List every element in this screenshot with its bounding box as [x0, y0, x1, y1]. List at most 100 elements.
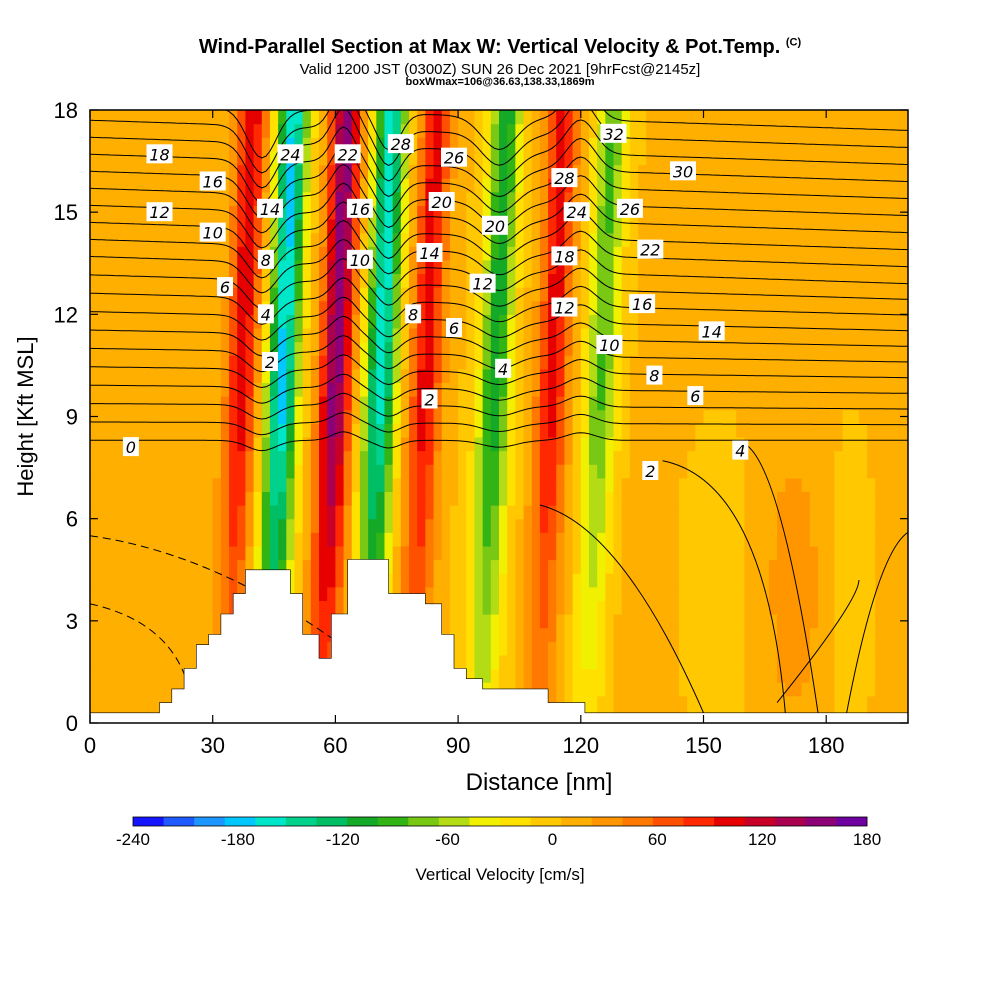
velocity-cell [490, 614, 500, 629]
velocity-cell [400, 477, 410, 493]
velocity-cell [638, 450, 647, 465]
velocity-cell [155, 559, 165, 574]
velocity-cell [237, 464, 247, 479]
velocity-cell [858, 559, 868, 574]
velocity-cell [188, 409, 197, 424]
velocity-cell [147, 532, 157, 547]
velocity-cell [261, 532, 271, 547]
velocity-cell [409, 232, 418, 247]
velocity-cell [875, 627, 885, 642]
velocity-cell [302, 573, 312, 588]
velocity-cell [638, 137, 647, 152]
velocity-cell [196, 518, 206, 533]
velocity-cell [98, 614, 107, 629]
velocity-cell [826, 150, 835, 166]
velocity-cell [777, 164, 786, 179]
velocity-cell [278, 164, 287, 179]
velocity-cell [785, 273, 795, 288]
velocity-cell [826, 559, 835, 574]
velocity-cell [638, 573, 647, 588]
velocity-cell [261, 409, 271, 424]
velocity-cell [441, 232, 451, 247]
velocity-cell [139, 382, 148, 397]
velocity-cell [523, 150, 533, 166]
velocity-cell [768, 586, 778, 601]
velocity-cell [744, 654, 754, 670]
velocity-cell [482, 573, 492, 588]
velocity-cell [818, 436, 827, 452]
velocity-cell [801, 396, 811, 411]
velocity-cell [646, 614, 656, 629]
velocity-cell [662, 423, 672, 438]
velocity-cell [605, 273, 615, 288]
colorbar-swatch [622, 817, 654, 826]
velocity-cell [646, 123, 656, 138]
velocity-cell [613, 409, 623, 424]
velocity-cell [98, 477, 107, 493]
velocity-cell [417, 368, 426, 384]
velocity-cell [269, 368, 279, 384]
velocity-cell [155, 110, 165, 125]
velocity-cell [359, 491, 369, 506]
velocity-cell [809, 668, 819, 683]
velocity-cell [670, 477, 680, 493]
velocity-cell [613, 600, 623, 615]
velocity-cell [572, 600, 582, 615]
velocity-cell [621, 627, 631, 642]
velocity-cell [114, 110, 124, 125]
velocity-cell [760, 205, 770, 220]
velocity-cell [793, 273, 803, 288]
velocity-cell [891, 532, 901, 547]
velocity-cell [752, 178, 762, 193]
velocity-cell [670, 178, 680, 193]
velocity-cell [302, 600, 312, 615]
velocity-cell [155, 668, 165, 683]
velocity-cell [850, 518, 860, 533]
velocity-cell [359, 518, 369, 533]
velocity-cell [359, 409, 369, 424]
velocity-cell [269, 178, 279, 193]
velocity-cell [531, 573, 541, 588]
velocity-cell [646, 382, 656, 397]
velocity-cell [204, 477, 214, 493]
velocity-cell [335, 327, 345, 343]
velocity-cell [646, 355, 656, 370]
velocity-cell [171, 436, 181, 452]
velocity-cell [351, 450, 361, 465]
velocity-cell [302, 164, 312, 179]
velocity-cell [883, 450, 893, 465]
velocity-cell [458, 259, 467, 275]
velocity-cell [302, 559, 312, 574]
velocity-cell [867, 218, 876, 234]
velocity-cell [507, 110, 516, 125]
velocity-cell [155, 246, 165, 261]
velocity-cell [826, 518, 835, 533]
velocity-cell [507, 600, 516, 615]
velocity-cell [793, 164, 803, 179]
velocity-cell [417, 164, 426, 179]
velocity-cell [695, 368, 705, 384]
velocity-cell [638, 627, 647, 642]
velocity-cell [466, 355, 476, 370]
velocity-cell [139, 327, 148, 343]
velocity-cell [842, 464, 852, 479]
velocity-cell [302, 464, 312, 479]
velocity-cell [646, 627, 656, 642]
velocity-cell [728, 464, 737, 479]
velocity-cell [850, 259, 860, 275]
velocity-cell [237, 164, 247, 179]
velocity-cell [629, 273, 639, 288]
velocity-cell [588, 368, 598, 384]
velocity-cell [875, 695, 885, 710]
velocity-cell [147, 110, 157, 125]
colorbar-swatch [347, 817, 379, 826]
velocity-cell [556, 654, 566, 670]
velocity-cell [548, 682, 557, 697]
velocity-cell [523, 164, 533, 179]
velocity-cell [425, 218, 435, 234]
velocity-cell [466, 232, 476, 247]
velocity-cell [499, 505, 508, 520]
velocity-cell [147, 287, 157, 302]
velocity-cell [499, 137, 508, 152]
svg-text:22: 22 [640, 241, 660, 260]
